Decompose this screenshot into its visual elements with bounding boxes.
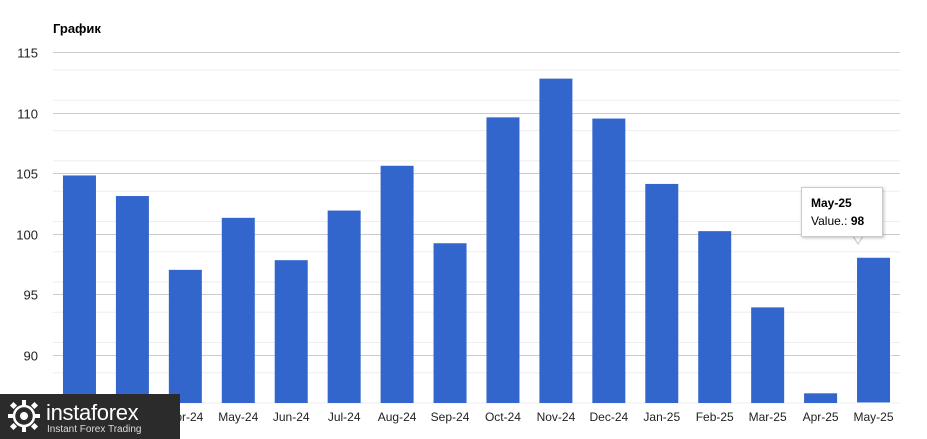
- x-tick-label: May-25: [854, 410, 894, 424]
- tooltip-row: Value.: 98: [811, 214, 882, 228]
- bar: [592, 118, 626, 403]
- bar: [274, 260, 308, 403]
- bar: [433, 243, 467, 403]
- x-tick-label: Sep-24: [431, 410, 470, 424]
- x-tick-label: Aug-24: [378, 410, 417, 424]
- instaforex-watermark: instaforex Instant Forex Trading: [0, 394, 180, 439]
- x-tick-label: Apr-25: [803, 410, 839, 424]
- tooltip-label: Value.:: [811, 214, 851, 228]
- bar: [168, 269, 202, 403]
- tooltip-value: 98: [850, 214, 865, 228]
- watermark-brand: instaforex: [46, 400, 139, 425]
- y-tick-label: 110: [17, 107, 38, 122]
- bar: [486, 117, 520, 404]
- y-tick-label: 95: [24, 288, 38, 303]
- bar: [645, 183, 679, 403]
- bar: [327, 210, 361, 403]
- instaforex-logo-icon: [8, 400, 40, 432]
- y-tick-label: 90: [24, 349, 38, 364]
- bar: [380, 165, 414, 403]
- bar: [751, 307, 785, 403]
- bar: [804, 393, 838, 403]
- value-tooltip: May-25 Value.: 98: [801, 187, 883, 237]
- x-tick-label: Jan-25: [643, 410, 680, 424]
- x-tick-label: Dec-24: [590, 410, 629, 424]
- bar: [857, 257, 891, 403]
- bar: [539, 78, 573, 403]
- watermark-tagline: Instant Forex Trading: [47, 424, 142, 435]
- y-tick-label: 115: [17, 46, 38, 61]
- x-tick-label: Feb-25: [696, 410, 734, 424]
- x-tick-label: Jul-24: [328, 410, 361, 424]
- chart-title: График: [53, 21, 101, 36]
- x-tick-label: Oct-24: [485, 410, 521, 424]
- x-tick-label: Nov-24: [537, 410, 576, 424]
- x-tick-label: Jun-24: [273, 410, 310, 424]
- bar: [698, 231, 732, 403]
- x-tick-label: May-24: [218, 410, 258, 424]
- tooltip-title: May-25: [811, 196, 852, 210]
- bar: [115, 196, 149, 403]
- tooltip-pointer: [852, 235, 864, 245]
- bar-highlight: [855, 256, 892, 404]
- bar: [62, 175, 96, 403]
- x-tick-label: Mar-25: [749, 410, 787, 424]
- bar: [221, 217, 255, 403]
- y-tick-label: 105: [16, 167, 38, 182]
- y-tick-label: 100: [16, 228, 38, 243]
